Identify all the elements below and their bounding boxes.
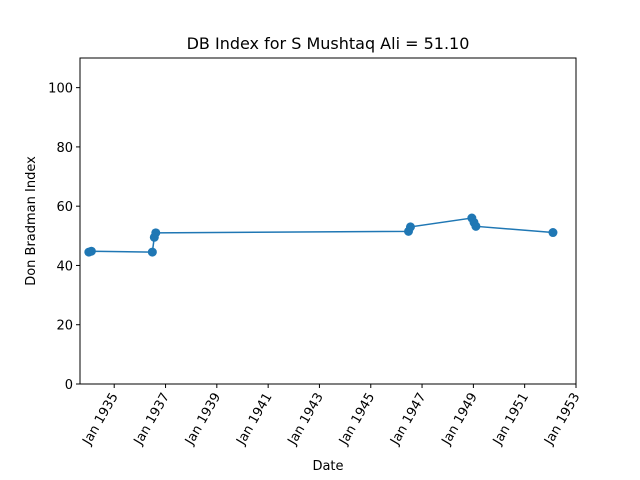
y-tick-label: 40 <box>56 259 73 274</box>
data-point <box>471 221 481 231</box>
data-point <box>147 247 157 257</box>
y-axis: 0 20 40 60 80 100 <box>48 82 80 393</box>
y-tick-label: 100 <box>48 82 73 97</box>
data-point <box>86 246 96 256</box>
y-tick-label: 20 <box>56 319 73 334</box>
x-axis-label: Date <box>312 459 343 474</box>
y-tick-label: 0 <box>65 378 73 393</box>
plot-frame <box>79 57 577 385</box>
y-tick-label: 80 <box>56 141 73 156</box>
data-point <box>151 228 161 238</box>
plot-area <box>84 213 558 257</box>
data-point <box>548 228 558 238</box>
y-axis-label: Don Bradman Index <box>24 156 39 286</box>
y-tick-label: 60 <box>56 200 73 215</box>
chart-title: DB Index for S Mushtaq Ali = 51.10 <box>187 34 470 53</box>
data-point <box>405 222 415 232</box>
